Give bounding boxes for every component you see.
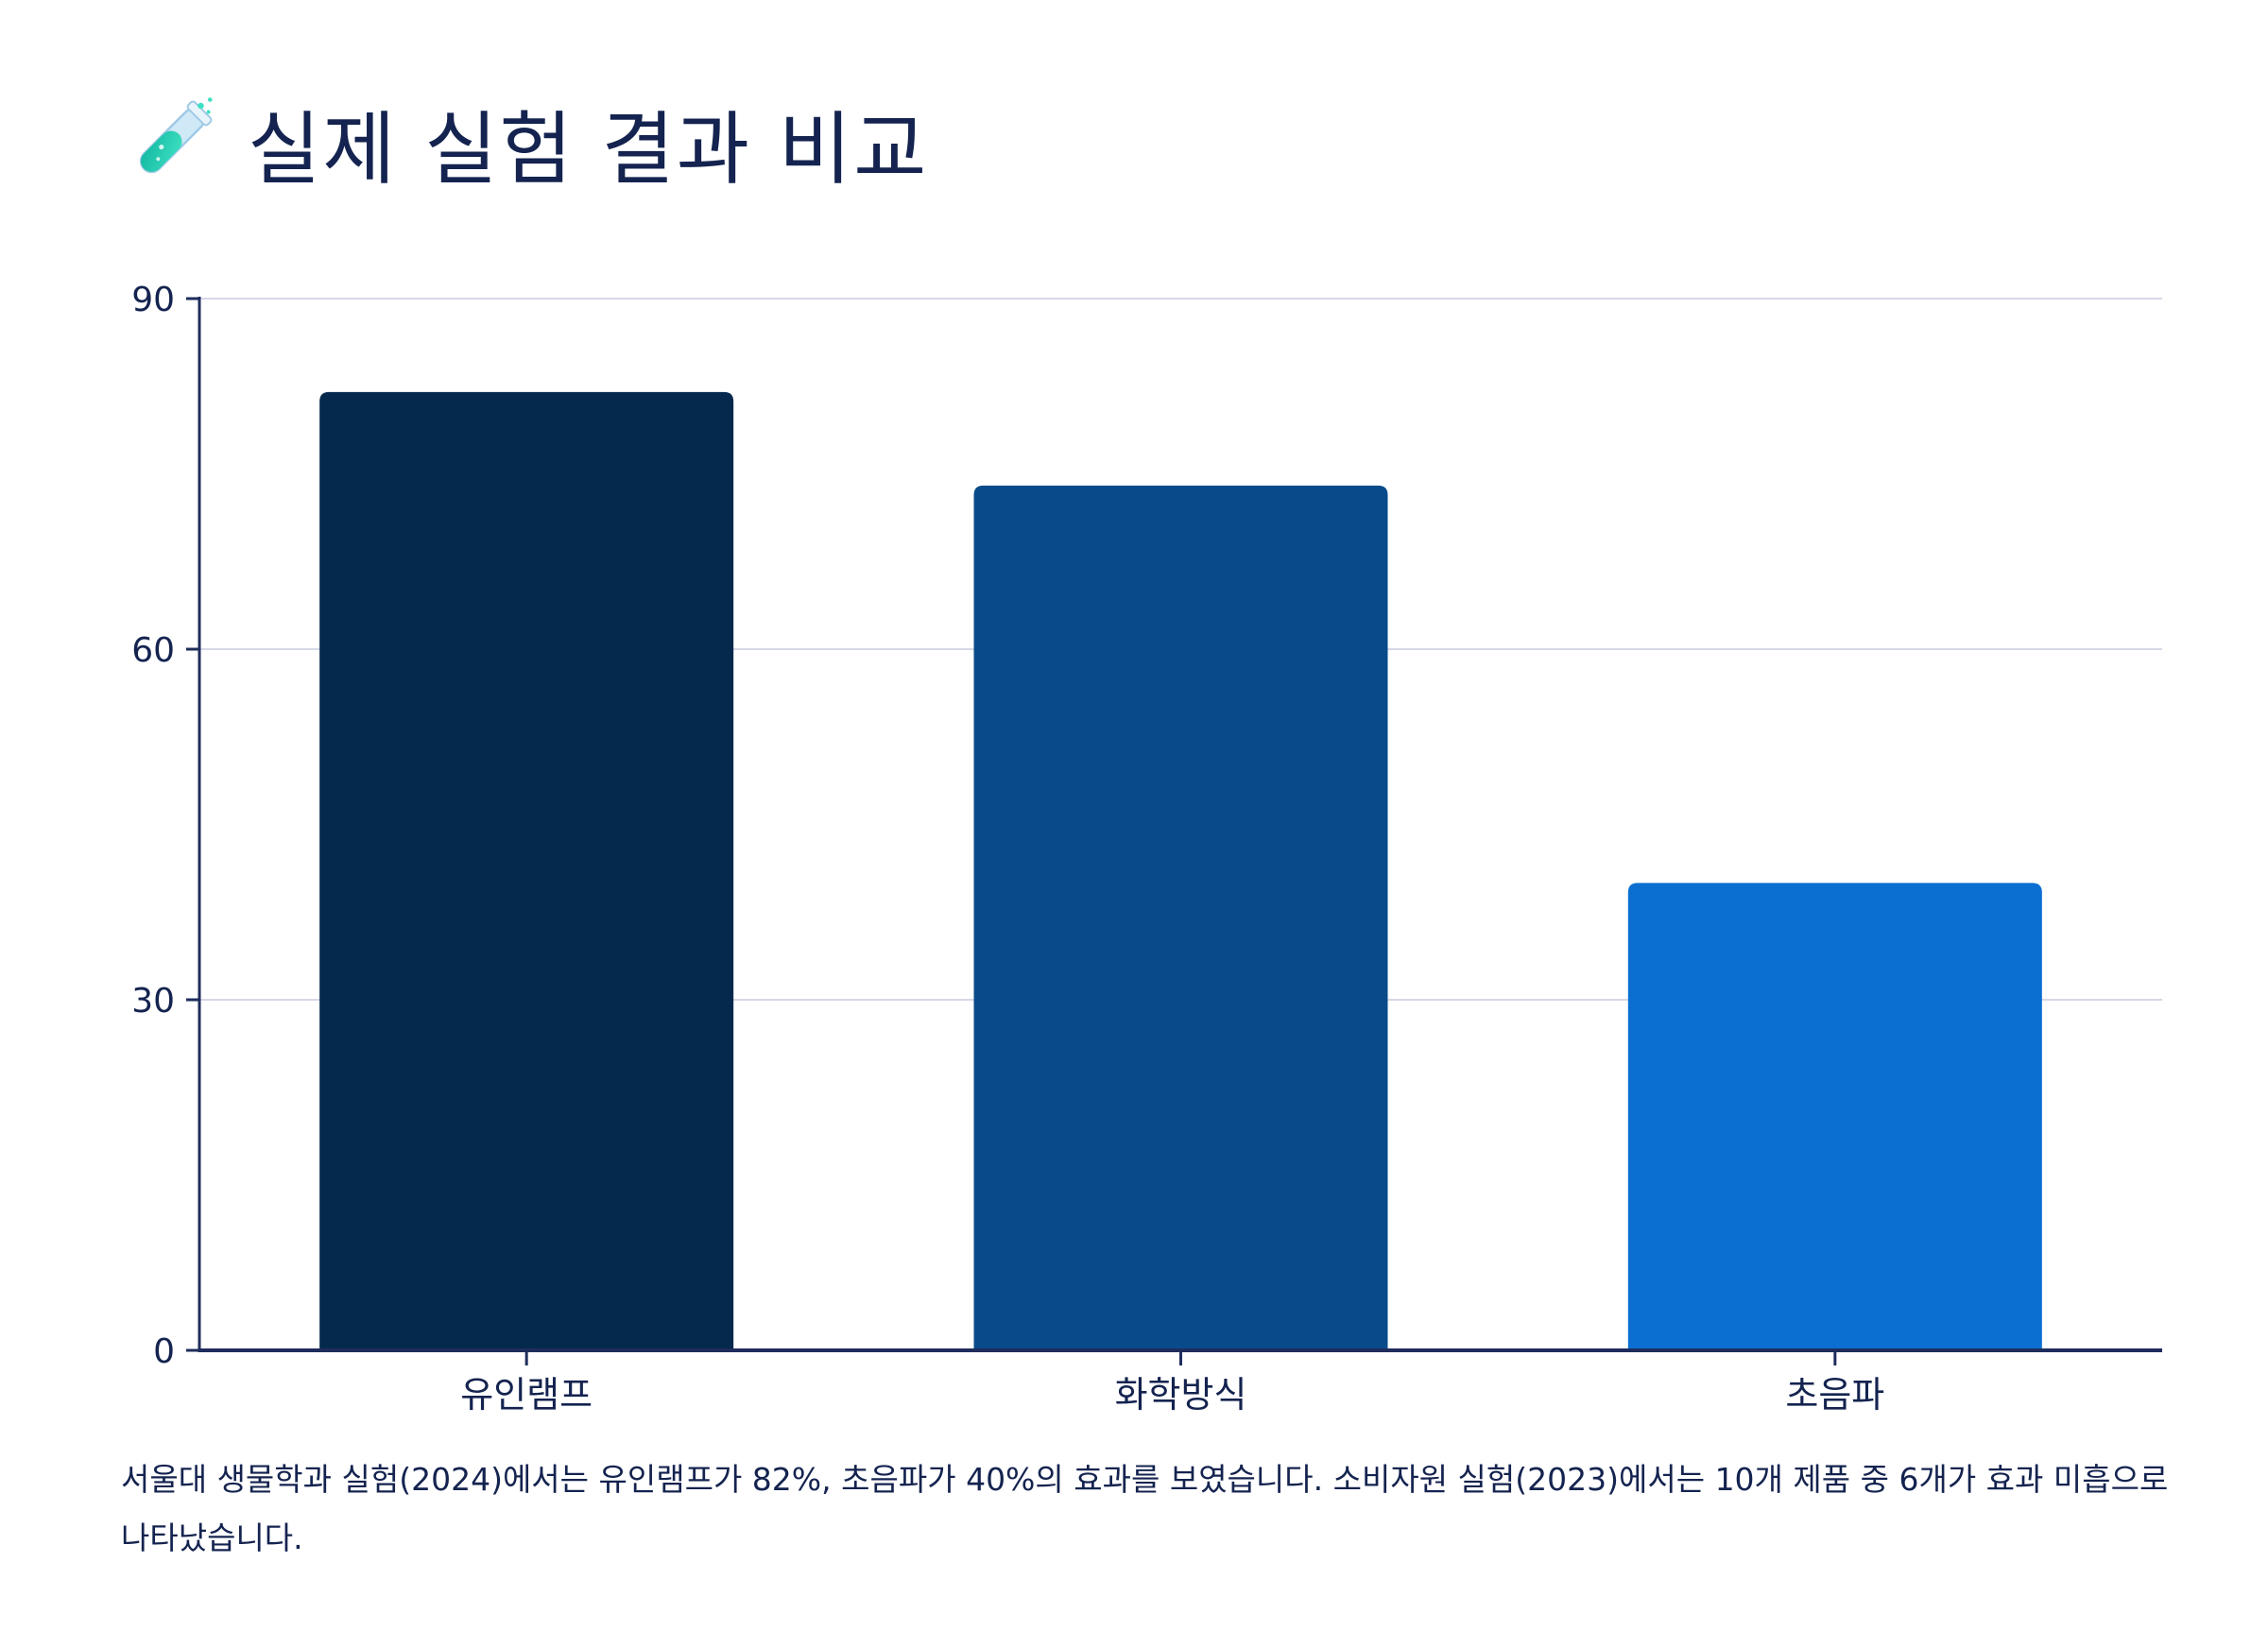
y-tick-label: 60	[131, 631, 175, 670]
chart-header: 실제 실험 결과 비교	[121, 91, 928, 196]
y-tick-label: 30	[131, 982, 175, 1021]
bar-1	[319, 391, 734, 1350]
x-tick-label: 화학방식	[1115, 1374, 1247, 1416]
x-tick-label: 초음파	[1785, 1374, 1884, 1416]
chart-caption: 서울대 생물학과 실험(2024)에서는 유인램프가 82%, 초음파가 40%…	[121, 1461, 2169, 1556]
y-tick-label: 90	[131, 281, 175, 319]
bar-3	[1627, 883, 2042, 1350]
bar-2	[973, 485, 1388, 1350]
page-title: 실제 실험 결과 비교	[248, 102, 929, 196]
y-tick-label: 0	[153, 1332, 175, 1371]
x-tick-label: 유인램프	[460, 1374, 593, 1416]
bar-chart: 0 30 60 90 유인램프 화학방식 초음파	[131, 281, 2162, 1416]
test-tube-icon	[139, 97, 213, 174]
